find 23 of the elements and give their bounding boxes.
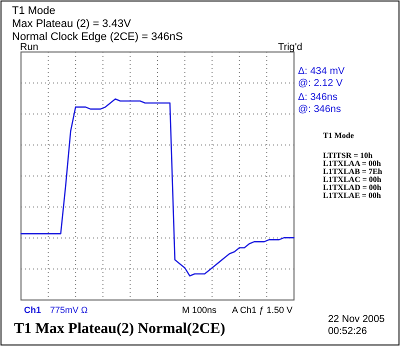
text: Normal Clock Edge (2CE) = 346nS	[12, 31, 183, 43]
text: @: 2.12 V	[298, 78, 343, 89]
text: Run	[20, 42, 38, 53]
text: L1TXLAE = 00h	[323, 191, 382, 200]
text: Δ: 434 mV	[298, 66, 346, 77]
text: Ch1	[24, 305, 42, 315]
text: Δ: 346ns	[298, 92, 338, 103]
text: LTITSR = 10h	[323, 151, 374, 160]
text: Max Plateau (2) = 3.43V	[12, 18, 132, 30]
text: A Ch1 ƒ 1.50 V	[232, 305, 293, 315]
text: 22 Nov 2005	[328, 314, 386, 325]
text: 00:52:26	[328, 326, 368, 337]
text: M 100ns	[182, 305, 218, 315]
text: L1TXLAC = 00h	[323, 175, 382, 184]
text: 775mV Ω	[50, 305, 88, 315]
text: Trig'd	[278, 42, 302, 53]
text: L1TXLAD = 00h	[323, 183, 382, 192]
text: T1 Mode	[12, 5, 56, 17]
text: @: 346ns	[298, 104, 341, 115]
text: T1 Max Plateau(2) Normal(2CE)	[14, 321, 226, 337]
text: L1TXLAA = 00h	[323, 159, 382, 168]
text: L1TXLAB = 7Eh	[323, 167, 383, 176]
text: T1 Mode	[323, 131, 354, 140]
